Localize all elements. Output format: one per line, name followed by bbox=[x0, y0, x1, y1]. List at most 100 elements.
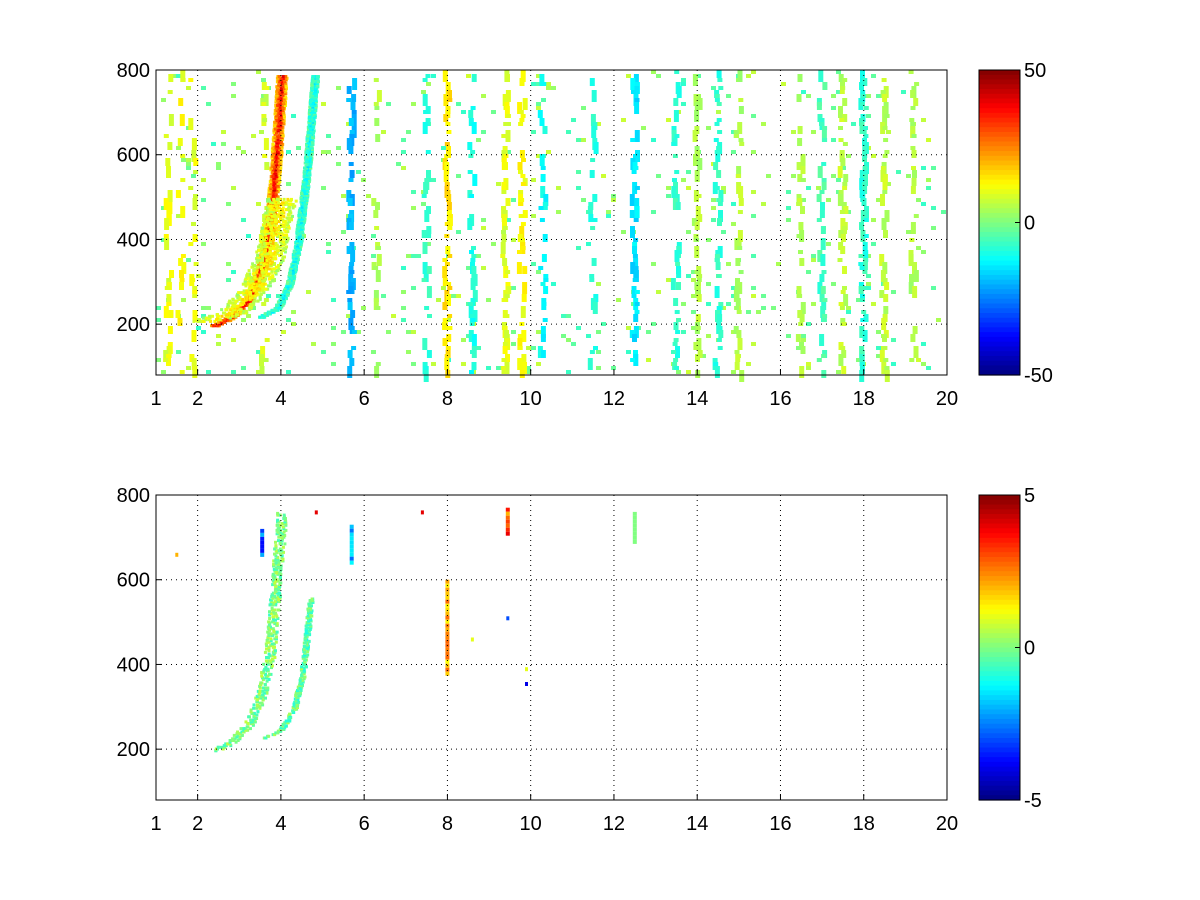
curve-cell bbox=[286, 223, 290, 227]
curve-cell bbox=[253, 294, 257, 298]
streak-cell bbox=[839, 90, 845, 94]
curve-cell bbox=[263, 691, 267, 695]
streak-cell bbox=[520, 182, 526, 186]
curve-cell bbox=[311, 102, 315, 106]
noise-cell bbox=[776, 262, 781, 266]
noise-cell bbox=[886, 130, 891, 134]
curve-cell bbox=[272, 208, 276, 212]
noise-cell bbox=[181, 158, 186, 162]
curve-cell bbox=[247, 275, 250, 279]
streak-cell bbox=[422, 242, 428, 254]
streak-cell bbox=[500, 254, 506, 258]
streak-cell bbox=[163, 198, 169, 210]
curve-cell bbox=[273, 656, 277, 659]
streak-cell bbox=[674, 70, 680, 74]
noise-cell bbox=[216, 166, 221, 170]
noise-cell bbox=[676, 370, 681, 374]
noise-cell bbox=[341, 330, 346, 334]
curve-cell bbox=[280, 154, 284, 158]
curve-cell bbox=[274, 253, 277, 257]
curve-cell bbox=[267, 678, 271, 681]
streak-cell bbox=[862, 146, 868, 150]
curve-cell bbox=[276, 88, 280, 92]
streak-cell bbox=[908, 70, 914, 74]
streak-cell bbox=[501, 358, 507, 362]
streak-cell bbox=[522, 98, 528, 110]
streak-cell bbox=[179, 270, 184, 278]
colorbar-segment bbox=[979, 251, 1020, 257]
streak-cell bbox=[800, 166, 806, 174]
streak-cell bbox=[521, 330, 527, 342]
streak-cell bbox=[542, 234, 548, 242]
noise-cell bbox=[486, 366, 491, 370]
curve-cell bbox=[244, 309, 248, 313]
noise-cell bbox=[231, 370, 236, 374]
noise-cell bbox=[346, 314, 351, 318]
noise-cell bbox=[826, 242, 831, 246]
noise-cell bbox=[681, 302, 686, 306]
streak-cell bbox=[697, 350, 703, 358]
streak-cell bbox=[259, 354, 264, 366]
noise-cell bbox=[731, 294, 736, 298]
curve-cell bbox=[301, 236, 305, 240]
noise-cell bbox=[811, 130, 816, 134]
curve-cell bbox=[282, 115, 286, 119]
streak-cell bbox=[630, 358, 636, 362]
noise-cell bbox=[691, 270, 696, 274]
streak-cell bbox=[506, 286, 512, 294]
curve-cell bbox=[250, 290, 254, 294]
streak-cell bbox=[374, 118, 380, 126]
curve-cell bbox=[285, 235, 289, 239]
streak-cell bbox=[541, 254, 547, 262]
curve-cell bbox=[277, 181, 280, 185]
streak-cell bbox=[630, 262, 636, 274]
y-tick-label: 200 bbox=[117, 314, 150, 336]
noise-cell bbox=[686, 170, 691, 174]
noise-cell bbox=[721, 190, 726, 194]
curve-cell bbox=[282, 235, 286, 239]
curve-cell bbox=[278, 78, 282, 82]
curve-cell bbox=[250, 284, 254, 288]
streak-cell bbox=[862, 166, 868, 170]
curve-cell bbox=[243, 727, 247, 731]
curve-cell bbox=[270, 230, 274, 234]
streak-cell bbox=[912, 286, 918, 298]
noise-cell bbox=[336, 162, 341, 166]
curve-cell bbox=[273, 109, 277, 112]
curve-cell bbox=[302, 203, 306, 207]
noise-cell bbox=[711, 206, 716, 210]
curve-cell bbox=[286, 283, 290, 287]
curve-cell bbox=[255, 706, 259, 710]
curve-cell bbox=[276, 85, 280, 89]
streak-cell bbox=[859, 102, 865, 106]
streak-cell bbox=[819, 334, 825, 346]
streak-cell bbox=[445, 591, 450, 596]
colorbar-segment bbox=[979, 74, 1020, 81]
streak-cell bbox=[715, 154, 721, 162]
curve-cell bbox=[275, 163, 278, 167]
curve-cell bbox=[261, 276, 265, 280]
curve-cell bbox=[276, 265, 280, 269]
curve-cell bbox=[218, 320, 222, 324]
curve-cell bbox=[246, 300, 250, 304]
curve-cell bbox=[274, 120, 277, 124]
colorbar-segment bbox=[979, 98, 1020, 104]
streak-cell bbox=[442, 70, 448, 82]
curve-cell bbox=[273, 136, 277, 140]
curve-cell bbox=[299, 214, 303, 217]
curve-cell bbox=[264, 676, 268, 680]
curve-cell bbox=[307, 183, 310, 187]
curve-cell bbox=[309, 156, 313, 160]
streak-cell bbox=[634, 206, 640, 218]
curve-cell bbox=[275, 109, 279, 112]
curve-cell bbox=[273, 132, 277, 136]
noise-cell bbox=[511, 342, 516, 346]
curve-cell bbox=[276, 213, 280, 217]
curve-cell bbox=[276, 149, 280, 153]
streak-cell bbox=[798, 322, 804, 326]
streak-cell bbox=[863, 106, 869, 110]
curve-cell bbox=[286, 288, 290, 292]
curve-cell bbox=[248, 284, 252, 288]
curve-cell bbox=[259, 260, 263, 264]
noise-cell bbox=[686, 274, 691, 278]
